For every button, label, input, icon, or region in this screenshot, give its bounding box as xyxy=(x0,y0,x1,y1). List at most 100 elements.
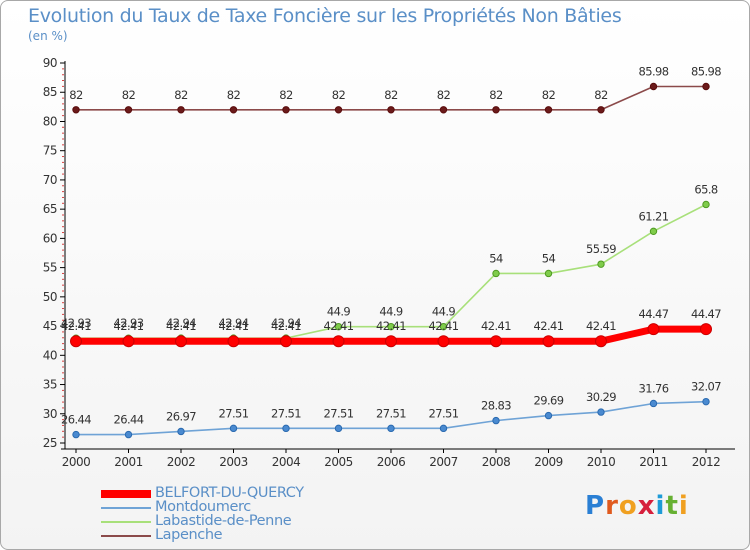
x-tick-label-2011: 2011 xyxy=(639,455,668,469)
data-label-labastide-de-penne-2004: 42.94 xyxy=(271,316,301,330)
data-point-montdoumerc-2010 xyxy=(597,408,605,416)
logo-letter: P xyxy=(585,491,606,521)
data-label-lapenche-2001: 82 xyxy=(122,88,136,102)
y-tick-label-85: 85 xyxy=(43,85,57,99)
legend-item-lapenche: Lapenche xyxy=(101,527,361,543)
y-tick-label-30: 30 xyxy=(43,407,57,421)
data-label-montdoumerc-2000: 26.44 xyxy=(61,413,91,427)
legend-swatch-lapenche xyxy=(101,535,151,537)
data-point-lapenche-2002 xyxy=(177,106,185,114)
y-tick-label-45: 45 xyxy=(43,319,57,333)
data-label-montdoumerc-2006: 27.51 xyxy=(376,406,406,420)
logo-letter: i xyxy=(678,491,689,521)
legend-label-montdoumerc: Montdoumerc xyxy=(155,499,251,515)
proxiti-logo: Proxiti xyxy=(585,491,689,521)
data-label-belfort-du-quercy-2011: 44.47 xyxy=(639,307,669,321)
legend-swatch-labastide-de-penne xyxy=(101,521,151,523)
data-point-montdoumerc-2005 xyxy=(334,424,343,433)
data-label-lapenche-2007: 82 xyxy=(437,88,451,102)
data-label-lapenche-2005: 82 xyxy=(332,88,346,102)
x-tick-label-2007: 2007 xyxy=(429,455,458,469)
x-tick-label-2012: 2012 xyxy=(692,455,721,469)
data-label-montdoumerc-2009: 29.69 xyxy=(534,394,564,408)
data-label-labastide-de-penne-2006: 44.9 xyxy=(379,305,402,319)
data-label-lapenche-2009: 82 xyxy=(542,88,556,102)
x-tick-label-2009: 2009 xyxy=(534,455,563,469)
y-tick-label-65: 65 xyxy=(43,202,57,216)
data-label-belfort-du-quercy-2004: 42.41 xyxy=(271,319,301,333)
data-point-montdoumerc-2007 xyxy=(439,424,448,433)
data-label-labastide-de-penne-2003: 42.94 xyxy=(219,316,249,330)
y-tick-label-70: 70 xyxy=(43,173,57,187)
data-label-lapenche-2002: 82 xyxy=(174,88,188,102)
data-point-lapenche-2003 xyxy=(229,106,238,114)
data-label-montdoumerc-2003: 27.51 xyxy=(219,406,249,420)
data-label-belfort-du-quercy-2007: 42.41 xyxy=(429,319,459,333)
data-label-belfort-du-quercy-2001: 42.41 xyxy=(114,319,144,333)
y-tick-label-40: 40 xyxy=(43,348,57,362)
data-point-labastide-de-penne-2010 xyxy=(597,260,605,268)
data-label-labastide-de-penne-2008: 54 xyxy=(489,251,503,265)
data-label-labastide-de-penne-2007: 44.9 xyxy=(432,305,455,319)
data-point-lapenche-2011 xyxy=(649,82,658,91)
logo-letter: x xyxy=(637,491,656,521)
data-point-lapenche-2012 xyxy=(702,82,710,91)
data-point-lapenche-2005 xyxy=(334,106,343,114)
data-label-montdoumerc-2012: 32.07 xyxy=(691,380,721,394)
data-label-lapenche-2008: 82 xyxy=(489,88,503,102)
data-label-montdoumerc-2010: 30.29 xyxy=(586,390,616,404)
data-point-montdoumerc-2003 xyxy=(229,424,238,433)
x-tick-label-2005: 2005 xyxy=(324,455,353,469)
logo-letter: i xyxy=(655,491,666,521)
data-label-montdoumerc-2007: 27.51 xyxy=(429,406,459,420)
legend: BELFORT-DU-QUERCY Montdoumerc Labastide-de… xyxy=(101,485,361,543)
legend-label-lapenche: Lapenche xyxy=(155,527,223,543)
legend-label-belfort-du-quercy: BELFORT-DU-QUERCY xyxy=(155,485,304,501)
chart-title: Evolution du Taux de Taxe Foncière sur l… xyxy=(28,5,622,27)
data-label-montdoumerc-2002: 26.97 xyxy=(166,409,196,423)
logo-letter: t xyxy=(665,491,679,521)
data-point-belfort-du-quercy-2011 xyxy=(647,323,660,336)
data-point-belfort-du-quercy-2012 xyxy=(700,323,712,336)
data-label-labastide-de-penne-2009: 54 xyxy=(542,251,556,265)
data-point-montdoumerc-2008 xyxy=(492,416,500,425)
data-label-belfort-du-quercy-2002: 42.41 xyxy=(166,319,196,333)
data-point-montdoumerc-2004 xyxy=(282,424,290,433)
data-label-belfort-du-quercy-2009: 42.41 xyxy=(534,319,564,333)
data-label-belfort-du-quercy-2000: 42.41 xyxy=(61,319,91,333)
data-label-lapenche-2012: 85.98 xyxy=(691,65,721,79)
data-label-labastide-de-penne-2001: 42.93 xyxy=(114,316,144,330)
data-label-belfort-du-quercy-2003: 42.41 xyxy=(219,319,249,333)
data-point-lapenche-2010 xyxy=(597,106,605,114)
data-point-lapenche-2006 xyxy=(387,106,395,114)
data-point-labastide-de-penne-2005 xyxy=(334,322,343,331)
data-label-montdoumerc-2008: 28.83 xyxy=(481,399,511,413)
data-point-belfort-du-quercy-2002 xyxy=(175,335,187,348)
data-point-montdoumerc-2011 xyxy=(649,399,658,408)
y-tick-label-80: 80 xyxy=(43,114,57,128)
y-tick-label-75: 75 xyxy=(43,144,57,158)
data-label-labastide-de-penne-2010: 55.59 xyxy=(586,242,616,256)
data-point-belfort-du-quercy-2004 xyxy=(280,335,292,348)
data-point-labastide-de-penne-2008 xyxy=(492,269,500,278)
y-tick-label-90: 90 xyxy=(43,56,57,70)
legend-swatch-belfort-du-quercy xyxy=(101,490,151,498)
data-label-montdoumerc-2011: 31.76 xyxy=(639,381,669,395)
x-tick-label-2008: 2008 xyxy=(482,455,511,469)
data-point-labastide-de-penne-2011 xyxy=(649,227,658,236)
data-point-belfort-du-quercy-2005 xyxy=(332,335,345,348)
data-label-labastide-de-penne-2011: 61.21 xyxy=(639,209,669,223)
legend-item-belfort-du-quercy: BELFORT-DU-QUERCY xyxy=(101,485,361,501)
x-tick-label-2006: 2006 xyxy=(377,455,406,469)
data-point-lapenche-2000 xyxy=(72,106,80,114)
data-point-belfort-du-quercy-2007 xyxy=(437,335,450,348)
legend-item-labastide-de-penne: Labastide-de-Penne xyxy=(101,513,361,529)
data-label-labastide-de-penne-2002: 42.94 xyxy=(166,316,196,330)
data-point-belfort-du-quercy-2010 xyxy=(595,335,607,348)
data-label-belfort-du-quercy-2008: 42.41 xyxy=(481,319,511,333)
data-label-labastide-de-penne-2005: 44.9 xyxy=(327,305,350,319)
data-label-lapenche-2003: 82 xyxy=(227,88,241,102)
x-tick-label-2002: 2002 xyxy=(167,455,196,469)
